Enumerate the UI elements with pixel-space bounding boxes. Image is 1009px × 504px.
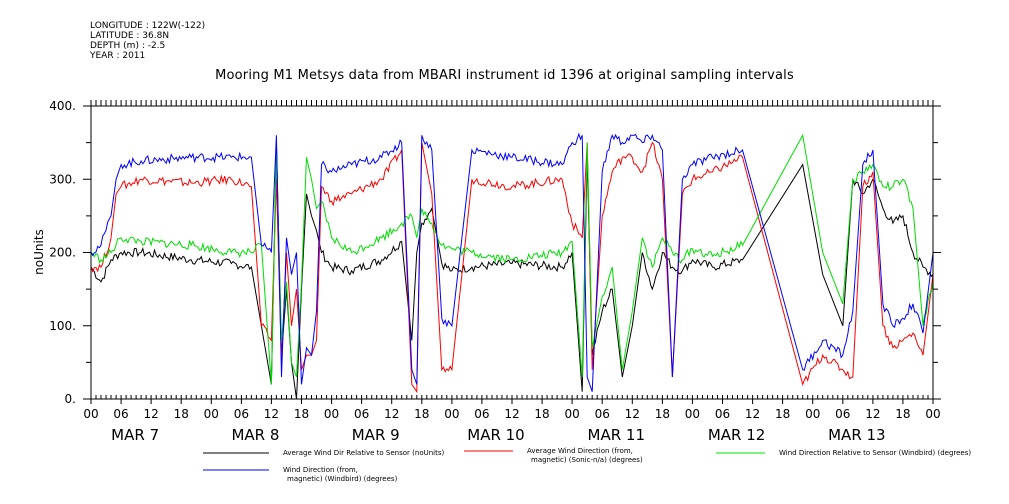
x-tick-label: 12 [504,407,519,421]
series-line-2 [90,141,934,394]
x-tick-label: 06 [234,407,249,421]
legend-label: Average Wind Direction (from, [527,447,633,455]
x-tick-label: 12 [625,407,640,421]
date-label: MAR 12 [708,426,765,444]
metadata-block: LONGITUDE : 122W(-122) LATITUDE : 36.8N … [90,21,205,61]
x-tick-label: 06 [113,407,128,421]
date-label: MAR 7 [111,426,159,444]
x-tick-label: 00 [685,407,700,421]
date-label: MAR 10 [467,426,524,444]
series-line-4 [90,132,934,392]
y-tick-label: 400. [49,99,76,113]
x-tick-label: 18 [294,407,309,421]
labels-layer: 0. 100. 200. 300. 400. 00 06 12 18 00 06 12 18 00 06 12… [49,99,940,444]
x-tick-label: 12 [384,407,399,421]
x-tick-label: 18 [655,407,670,421]
legend-label-line2: magnetic) (Sonic-n/a) (degrees) [531,456,643,464]
legend-label: Wind Direction (from, [283,466,358,474]
date-label: MAR 11 [588,426,645,444]
x-tick-label: 00 [83,407,98,421]
x-tick-label: 00 [805,407,820,421]
x-tick-label: 12 [745,407,760,421]
x-tick-label: 00 [444,407,459,421]
x-tick-label: 00 [324,407,339,421]
y-tick-label: 100. [49,319,76,333]
x-tick-label: 06 [835,407,850,421]
x-tick-label: 12 [264,407,279,421]
y-ticks [83,105,941,400]
y-tick-label: 0. [65,392,76,406]
x-tick-label: 12 [865,407,880,421]
longitude-label: LONGITUDE : 122W(-122) [90,21,206,31]
x-tick-label: 18 [775,407,790,421]
x-tick-label: 18 [414,407,429,421]
x-tick-label: 12 [144,407,159,421]
year-label: YEAR : 2011 [90,51,146,61]
y-tick-label: 300. [49,172,76,186]
x-tick-label: 18 [895,407,910,421]
series-line-3 [90,133,934,385]
series-layer [90,132,934,400]
chart-title: Mooring M1 Metsys data from MBARI instru… [215,68,794,83]
x-tick-label: 00 [204,407,219,421]
date-label: MAR 8 [231,426,279,444]
x-major-ticks [90,399,934,404]
plot-frame [90,105,934,400]
latitude-label: LATITUDE : 36.8N [90,31,170,41]
x-tick-label: 06 [474,407,489,421]
x-tick-label: 18 [534,407,549,421]
legend-label: Average Wind Dir Relative to Sensor (noU… [283,449,444,457]
y-axis-label: noUnits [32,229,46,275]
x-tick-label: 06 [354,407,369,421]
ticks-layer [83,100,941,404]
x-minor-ticks [90,100,934,399]
x-tick-label: 00 [565,407,580,421]
y-tick-label: 200. [49,246,76,260]
x-tick-label: 06 [715,407,730,421]
legend-label-line2: magnetic) (Windbird) (degrees) [287,475,398,483]
date-label: MAR 13 [828,426,885,444]
series-line-1 [90,142,934,400]
x-tick-label: 18 [174,407,189,421]
legend: Average Wind Dir Relative to Sensor (noU… [203,447,971,483]
date-label: MAR 9 [352,426,400,444]
depth-label: DEPTH (m) : -2.5 [90,41,166,51]
x-tick-label: 06 [595,407,610,421]
x-tick-label: 00 [925,407,940,421]
legend-label: Wind Direction Relative to Sensor (Windb… [779,449,971,457]
